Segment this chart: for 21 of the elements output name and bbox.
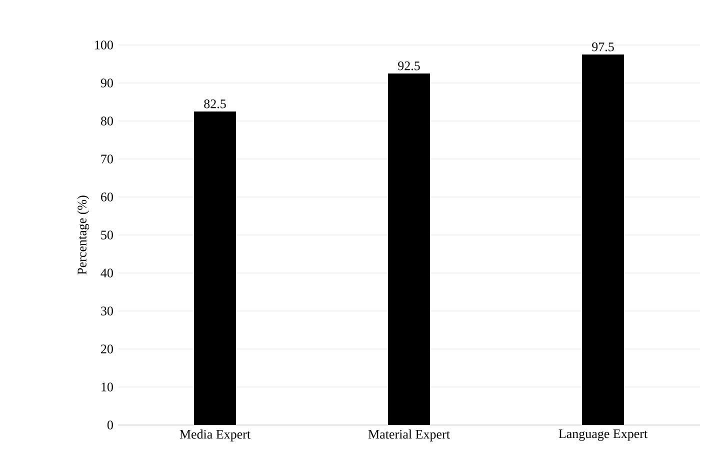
y-tick-label: 90 bbox=[100, 78, 113, 88]
y-tick-label: 20 bbox=[101, 344, 113, 354]
x-tick-label: Media Expert bbox=[180, 430, 250, 442]
y-tick-label: 10 bbox=[102, 382, 113, 392]
y-axis-title: Percentage (%) bbox=[77, 196, 90, 274]
y-tick-label: 40 bbox=[100, 268, 113, 278]
data-label: 97.5 bbox=[592, 42, 614, 52]
data-label: 92.5 bbox=[398, 62, 420, 70]
y-tick-label: 0 bbox=[107, 420, 113, 430]
y-tick-label: 100 bbox=[95, 40, 113, 50]
bar bbox=[194, 111, 236, 425]
bar bbox=[388, 73, 430, 425]
y-tick-label: 80 bbox=[100, 116, 113, 126]
x-tick-label: Language Expert bbox=[558, 430, 648, 441]
y-tick-label: 50 bbox=[101, 230, 113, 240]
y-tick-label: 70 bbox=[101, 154, 113, 164]
bar bbox=[582, 54, 624, 425]
data-label: 82.5 bbox=[204, 99, 226, 108]
x-tick-label: Material Expert bbox=[368, 430, 450, 442]
y-tick-label: 30 bbox=[101, 306, 113, 316]
y-tick-label: 60 bbox=[101, 192, 113, 202]
